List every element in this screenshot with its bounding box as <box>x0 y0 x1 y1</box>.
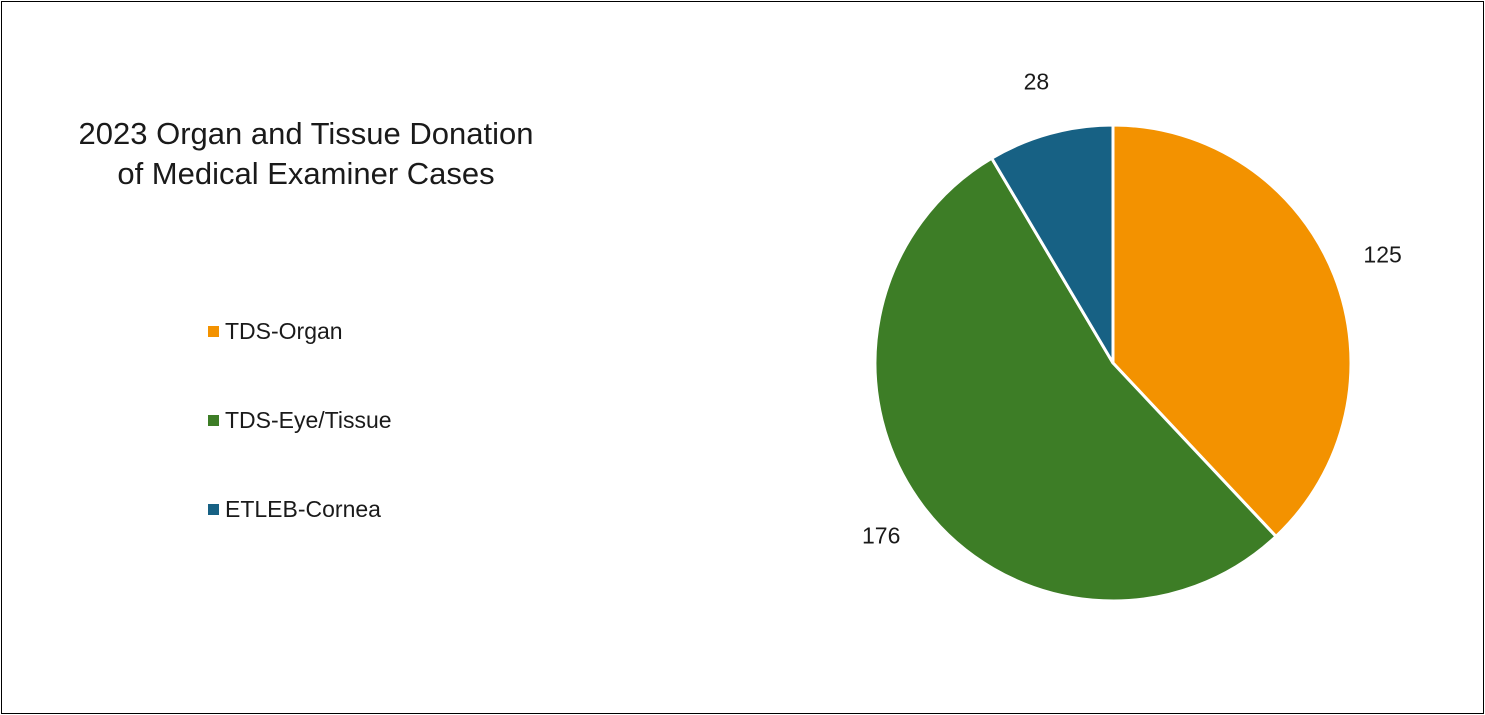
legend-label-tds-eye-tissue: TDS-Eye/Tissue <box>225 406 392 433</box>
legend-swatch-etleb-cornea <box>208 503 219 515</box>
legend-item-tds-eye-tissue: TDS-Eye/Tissue <box>208 403 392 437</box>
legend-label-etleb-cornea: ETLEB-Cornea <box>225 495 381 522</box>
legend-swatch-tds-eye-tissue <box>208 414 219 426</box>
data-label-tds-eye-tissue: 176 <box>862 522 900 548</box>
legend-label-tds-organ: TDS-Organ <box>225 317 343 344</box>
chart-legend: TDS-Organ TDS-Eye/Tissue ETLEB-Cornea <box>208 314 392 581</box>
chart-title: 2023 Organ and Tissue Donation of Medica… <box>26 114 586 194</box>
chart-title-line-2: of Medical Examiner Cases <box>117 156 495 191</box>
data-label-tds-organ: 125 <box>1363 241 1401 267</box>
data-label-etleb-cornea: 28 <box>1024 68 1050 94</box>
pie-slice-tds-eye-tissue <box>873 156 1278 603</box>
legend-swatch-tds-organ <box>208 325 219 337</box>
pie-slice-etleb-cornea <box>990 123 1115 365</box>
pie-slice-tds-organ <box>1111 123 1353 538</box>
legend-item-etleb-cornea: ETLEB-Cornea <box>208 492 392 526</box>
chart-title-line-1: 2023 Organ and Tissue Donation <box>78 116 534 151</box>
legend-item-tds-organ: TDS-Organ <box>208 314 392 348</box>
